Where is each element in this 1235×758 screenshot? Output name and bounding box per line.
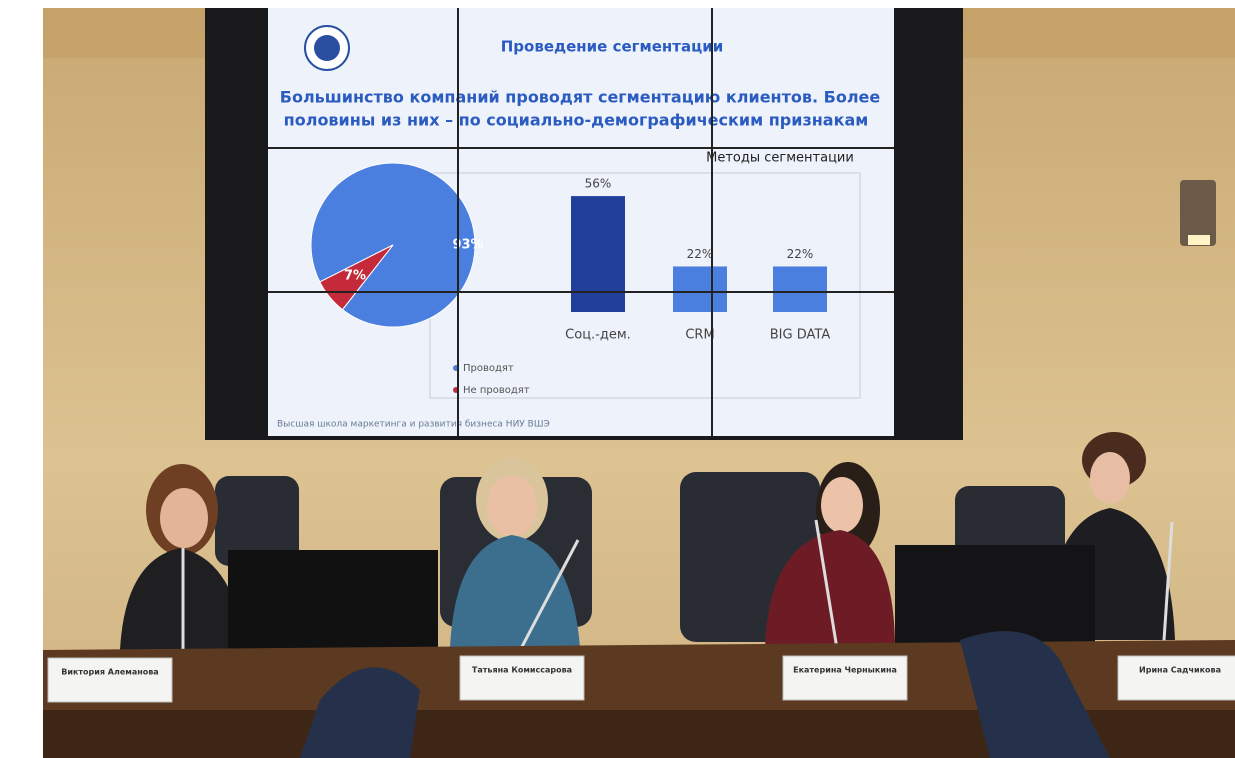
legend-label: Проводят: [463, 363, 514, 374]
nameplate: [460, 656, 584, 700]
bar-value-label: 22%: [787, 247, 814, 261]
page: Проведение сегментации Большинство компа…: [0, 0, 1235, 758]
nameplate-name: Татьяна Комиссарова: [472, 666, 572, 675]
nameplate: [1118, 656, 1235, 700]
slide-headline: Большинство компаний проводят сегментаци…: [280, 88, 881, 107]
nameplate-name: Виктория Алеманова: [61, 668, 158, 677]
logo-core: [314, 35, 340, 61]
nameplate: [48, 658, 172, 702]
person-face: [1090, 452, 1130, 504]
person-face: [487, 475, 537, 537]
bar-category-label: BIG DATA: [770, 328, 831, 343]
legend-label: Не проводят: [463, 385, 530, 396]
bar-chart-title: Методы сегментации: [706, 151, 854, 166]
photo: Проведение сегментации Большинство компа…: [0, 0, 1235, 758]
nameplate: [783, 656, 907, 700]
person-face: [821, 477, 863, 533]
bar-value-label: 56%: [585, 177, 612, 191]
nameplate-name: Екатерина Черныкина: [793, 666, 897, 675]
slide-title: Проведение сегментации: [501, 38, 723, 56]
person-face: [160, 488, 208, 548]
slide-headline: половины из них – по социально-демографи…: [284, 111, 869, 130]
nameplate-name: Ирина Садчикова: [1139, 666, 1221, 675]
slide-footer: Высшая школа маркетинга и развития бизне…: [277, 420, 550, 430]
bar-category-label: CRM: [685, 328, 714, 343]
bar: [571, 196, 625, 312]
lamp-light: [1188, 235, 1210, 245]
bar: [773, 266, 827, 312]
pie-label: 7%: [344, 269, 366, 284]
bar: [673, 266, 727, 312]
bar-value-label: 22%: [687, 247, 714, 261]
bar-category-label: Соц.-дем.: [565, 328, 631, 343]
